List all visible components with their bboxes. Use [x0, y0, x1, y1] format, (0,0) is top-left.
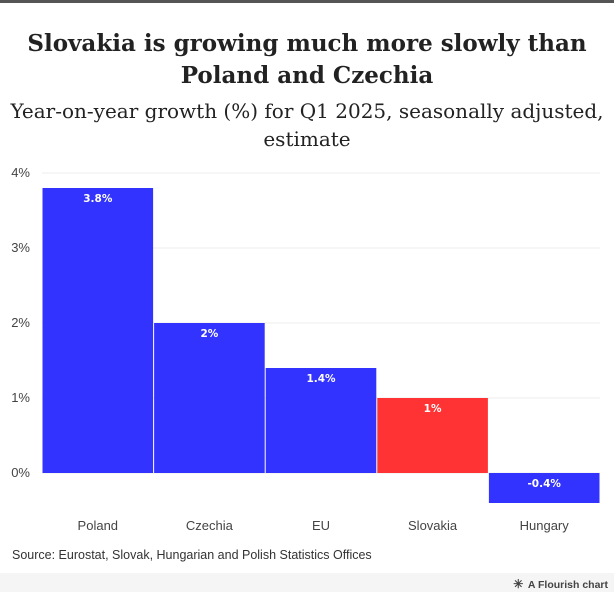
top-border	[0, 0, 614, 3]
flourish-credit[interactable]: ✳ A Flourish chart	[513, 577, 608, 591]
y-tick-label: 3%	[11, 240, 30, 255]
x-tick-label: Poland	[78, 518, 118, 533]
data-label: -0.4%	[527, 478, 561, 490]
bar-chart: 0% 1% 2% 3% 4% 3.8% Poland 2% Czechia 1.4% EU 1% Slo…	[11, 165, 600, 533]
x-tick-label: Czechia	[186, 518, 234, 533]
flourish-credit-label: A Flourish chart	[527, 579, 608, 591]
data-label: 1%	[424, 403, 442, 415]
x-tick-label: Slovakia	[408, 518, 458, 533]
y-tick-label: 0%	[11, 465, 30, 480]
chart-title: Slovakia is growing much more slowly tha…	[27, 30, 587, 89]
bar-hungary	[488, 473, 600, 503]
bar-slovakia	[377, 398, 488, 473]
y-tick-label: 4%	[11, 165, 30, 180]
flourish-logo-icon: ✳	[513, 577, 524, 591]
source-note: Source: Eurostat, Slovak, Hungarian and …	[12, 548, 372, 562]
y-tick-label: 1%	[11, 390, 30, 405]
x-tick-label: Hungary	[520, 518, 570, 533]
bar-poland	[42, 188, 154, 473]
data-label: 2%	[200, 328, 218, 340]
y-tick-label: 2%	[11, 315, 30, 330]
bar-czechia	[154, 323, 265, 473]
data-label: 1.4%	[306, 373, 336, 385]
chart-subtitle: Year-on-year growth (%) for Q1 2025, sea…	[10, 99, 604, 151]
data-label: 3.8%	[83, 193, 113, 205]
x-tick-label: EU	[312, 518, 330, 533]
bar-eu	[265, 368, 377, 473]
